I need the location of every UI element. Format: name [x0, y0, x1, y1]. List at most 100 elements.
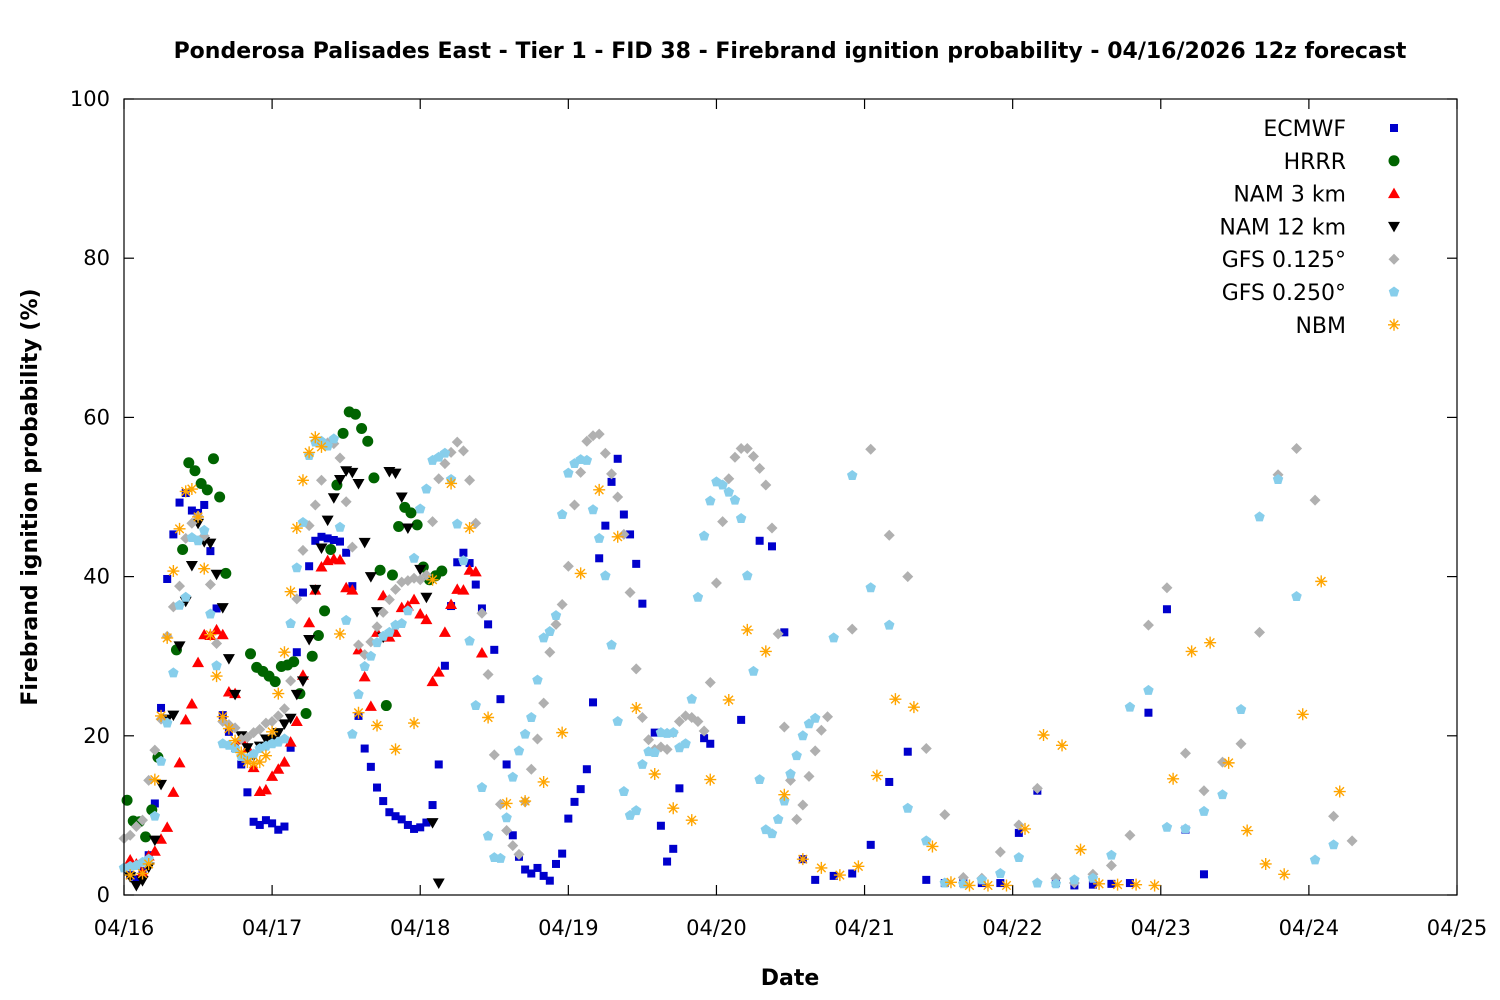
data-point — [570, 797, 579, 806]
data-point — [241, 756, 254, 769]
data-point — [482, 711, 495, 724]
data-point — [290, 689, 303, 701]
data-point — [1259, 857, 1272, 870]
data-point — [416, 823, 425, 832]
legend-label: NBM — [1295, 314, 1346, 339]
data-point — [317, 532, 326, 541]
data-point — [284, 713, 297, 725]
data-point — [328, 433, 340, 444]
data-point — [1056, 739, 1069, 752]
x-tick-label: 04/25 — [1427, 916, 1488, 940]
data-point — [539, 871, 548, 880]
data-point — [377, 606, 389, 618]
data-point — [432, 666, 445, 677]
data-point — [595, 554, 604, 563]
data-point — [632, 559, 641, 568]
data-point — [210, 670, 223, 683]
data-point — [148, 845, 161, 856]
data-point — [155, 755, 167, 766]
data-point — [533, 863, 542, 872]
data-point — [556, 726, 569, 739]
data-point — [309, 584, 322, 596]
data-point — [618, 786, 630, 796]
data-point — [521, 865, 530, 874]
x-tick-label: 04/22 — [982, 916, 1043, 940]
data-point — [797, 799, 809, 811]
data-point — [155, 833, 168, 844]
data-point — [422, 818, 431, 827]
data-point — [741, 623, 754, 636]
data-point — [329, 535, 338, 544]
data-point — [206, 547, 215, 556]
data-point — [207, 453, 219, 465]
data-point — [358, 537, 371, 549]
data-point — [458, 555, 469, 566]
data-point — [229, 689, 242, 701]
data-point — [648, 768, 661, 781]
data-point — [266, 715, 278, 727]
data-point — [259, 749, 272, 762]
data-point — [385, 808, 394, 817]
legend-label: NAM 12 km — [1219, 215, 1346, 240]
data-point — [167, 786, 180, 797]
data-point — [288, 656, 300, 668]
data-point — [298, 588, 307, 597]
data-point — [846, 623, 858, 635]
data-point — [606, 639, 617, 650]
data-point — [296, 676, 309, 687]
data-point — [558, 849, 567, 858]
data-point — [280, 822, 289, 831]
data-point — [130, 880, 143, 892]
data-point — [180, 591, 191, 602]
data-point — [216, 603, 229, 614]
data-point — [1124, 701, 1136, 712]
data-point — [414, 608, 427, 619]
data-point — [593, 532, 605, 543]
data-point — [723, 473, 735, 485]
data-point — [902, 802, 913, 813]
data-point — [1050, 878, 1062, 889]
data-point — [464, 635, 475, 646]
data-point — [439, 447, 451, 458]
data-point — [668, 727, 679, 738]
data-point — [569, 499, 581, 511]
data-point — [1241, 824, 1254, 837]
data-point — [192, 510, 205, 523]
data-point — [405, 507, 417, 519]
data-point — [358, 670, 371, 682]
data-point — [278, 703, 290, 715]
legend-label: HRRR — [1284, 150, 1346, 175]
data-point — [630, 663, 642, 675]
data-point — [717, 516, 729, 528]
data-point — [470, 700, 481, 710]
legend-label: GFS 0.250° — [1222, 281, 1346, 306]
data-point — [995, 868, 1006, 878]
data-point — [427, 516, 439, 528]
data-point — [663, 857, 672, 866]
data-point — [809, 745, 821, 757]
data-point — [1204, 636, 1217, 649]
data-point — [545, 876, 554, 885]
data-point — [581, 454, 593, 465]
data-point — [173, 641, 186, 652]
data-point — [161, 631, 174, 644]
x-tick-label: 04/17 — [242, 916, 303, 940]
data-point — [266, 770, 279, 781]
data-point — [136, 867, 149, 880]
data-point — [920, 743, 932, 755]
data-point — [1198, 785, 1210, 797]
data-point — [173, 522, 186, 535]
data-point — [438, 626, 451, 637]
data-point — [791, 750, 802, 761]
data-point — [1309, 854, 1321, 865]
x-tick-label: 04/18 — [390, 916, 451, 940]
data-point — [373, 783, 382, 792]
data-point — [563, 467, 574, 478]
data-point — [488, 749, 500, 761]
data-point — [944, 876, 957, 889]
data-point — [305, 562, 314, 571]
data-point — [353, 639, 365, 651]
data-point — [124, 829, 136, 841]
data-point — [1198, 805, 1210, 816]
data-point — [285, 618, 296, 629]
